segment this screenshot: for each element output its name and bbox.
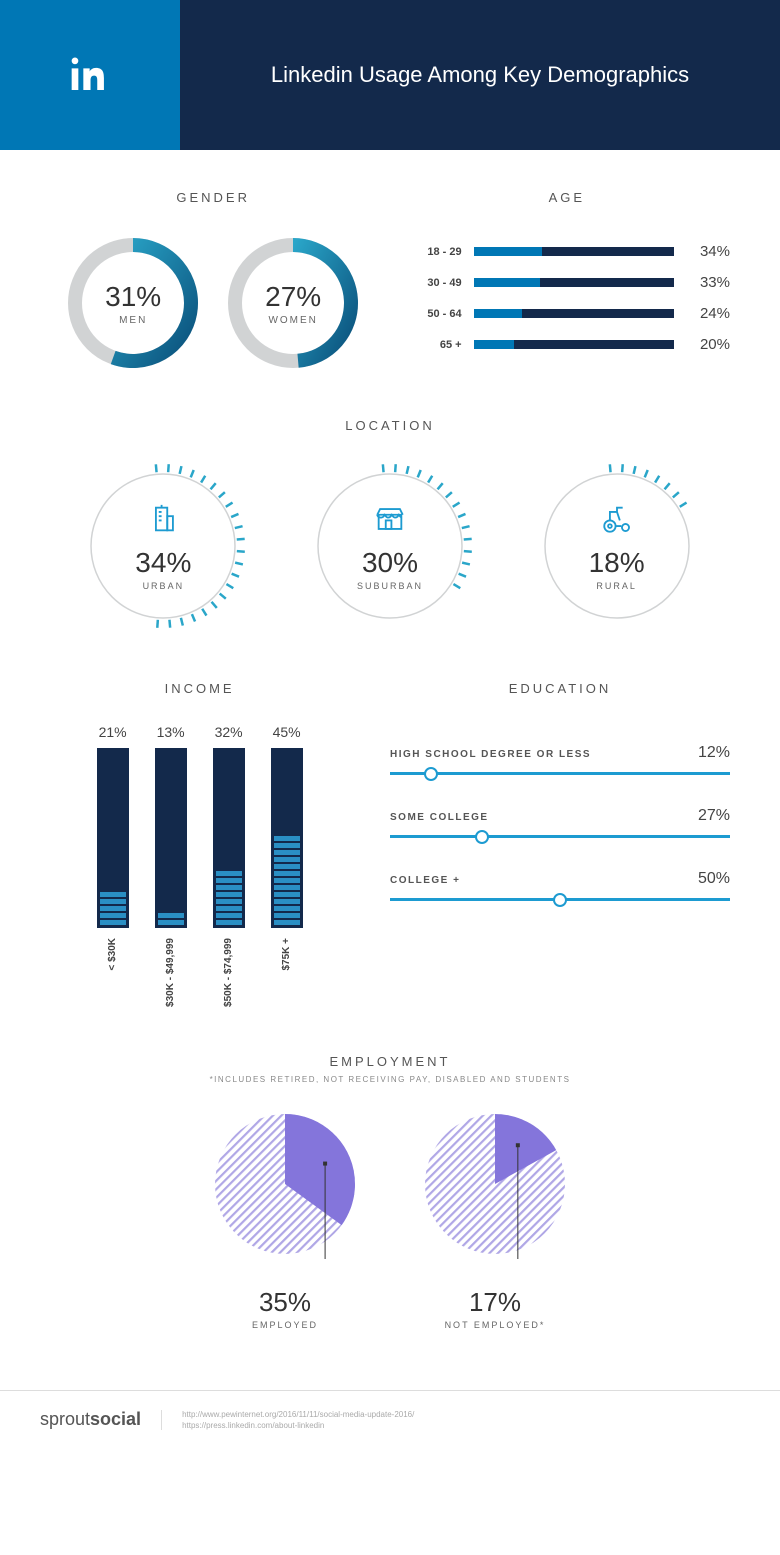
age-pct: 20% xyxy=(686,336,730,353)
employment-item: 35% EMPLOYED xyxy=(210,1109,360,1330)
income-bar: 13% $30K - $49,999 xyxy=(152,724,190,1007)
age-row: 30 - 49 33% xyxy=(404,274,730,291)
location-pct: 34% xyxy=(135,547,191,579)
education-title: EDUCATION xyxy=(390,681,730,696)
income-bar: 45% $75K + xyxy=(268,724,306,971)
footer: sproutsocial http://www.pewinternet.org/… xyxy=(0,1390,780,1448)
education-label: HIGH SCHOOL DEGREE OR LESS xyxy=(390,749,591,760)
gender-donut: 31% MEN xyxy=(63,233,203,373)
location-pct: 18% xyxy=(589,547,645,579)
gender-donut: 27% WOMEN xyxy=(223,233,363,373)
location-item: 34% URBAN xyxy=(78,461,248,631)
education-item: SOME COLLEGE 27% xyxy=(390,807,730,838)
age-bar xyxy=(474,278,674,287)
employment-title: EMPLOYMENT xyxy=(50,1054,730,1069)
header-logo-box xyxy=(0,0,180,150)
employment-subtitle: *INCLUDES RETIRED, NOT RECEIVING PAY, DI… xyxy=(50,1075,730,1084)
age-pct: 33% xyxy=(686,274,730,291)
gender-pct: 27% xyxy=(265,281,321,313)
age-title: AGE xyxy=(404,190,730,205)
employment-section: EMPLOYMENT *INCLUDES RETIRED, NOT RECEIV… xyxy=(50,1054,730,1330)
location-item: 30% SUBURBAN xyxy=(305,461,475,631)
location-label: URBAN xyxy=(143,581,185,591)
age-bar xyxy=(474,309,674,318)
brand-light: sprout xyxy=(40,1409,90,1429)
employment-label: NOT EMPLOYED* xyxy=(445,1320,546,1330)
education-item: COLLEGE + 50% xyxy=(390,870,730,901)
slider-handle-icon xyxy=(475,830,489,844)
age-bar xyxy=(474,247,674,256)
income-bar: 21% < $30K xyxy=(94,724,132,971)
age-label: 50 - 64 xyxy=(404,308,462,320)
location-title: LOCATION xyxy=(50,418,730,433)
location-pct: 30% xyxy=(362,547,418,579)
age-label: 18 - 29 xyxy=(404,246,462,258)
employment-label: EMPLOYED xyxy=(252,1320,318,1330)
tractor-icon xyxy=(600,502,634,541)
brand-bold: social xyxy=(90,1409,141,1429)
income-pct: 45% xyxy=(273,724,301,740)
income-title: INCOME xyxy=(50,681,349,696)
gender-label: MEN xyxy=(119,315,147,326)
age-bar xyxy=(474,340,674,349)
age-label: 30 - 49 xyxy=(404,277,462,289)
education-section: EDUCATION HIGH SCHOOL DEGREE OR LESS 12%… xyxy=(390,681,730,1004)
income-pct: 13% xyxy=(157,724,185,740)
education-label: COLLEGE + xyxy=(390,875,460,886)
income-section: INCOME 21% < $30K 13% $30K - $49,999 32% $… xyxy=(50,681,349,1004)
education-pct: 12% xyxy=(698,744,730,762)
education-label: SOME COLLEGE xyxy=(390,812,489,823)
content: GENDER 31% MEN 27% WOMEN AGE 18 - 29 34%… xyxy=(0,150,780,1390)
shop-icon xyxy=(373,502,407,541)
age-pct: 34% xyxy=(686,243,730,260)
gender-section: GENDER 31% MEN 27% WOMEN xyxy=(50,190,376,373)
slider-handle-icon xyxy=(424,767,438,781)
education-item: HIGH SCHOOL DEGREE OR LESS 12% xyxy=(390,744,730,775)
employment-pct: 17% xyxy=(469,1287,521,1318)
income-label: $30K - $49,999 xyxy=(165,938,176,1007)
age-label: 65 + xyxy=(404,339,462,351)
employment-pct: 35% xyxy=(259,1287,311,1318)
location-section: LOCATION 34% URBAN 30% SUBURBAN 18% RURA… xyxy=(50,418,730,631)
footer-brand: sproutsocial xyxy=(40,1409,141,1430)
gender-title: GENDER xyxy=(50,190,376,205)
income-label: $75K + xyxy=(281,938,292,971)
gender-label: WOMEN xyxy=(268,315,317,326)
age-section: AGE 18 - 29 34% 30 - 49 33% 50 - 64 24% 65 … xyxy=(404,190,730,373)
header: Linkedin Usage Among Key Demographics xyxy=(0,0,780,150)
building-icon xyxy=(146,502,180,541)
location-item: 18% RURAL xyxy=(532,461,702,631)
age-row: 50 - 64 24% xyxy=(404,305,730,322)
header-title: Linkedin Usage Among Key Demographics xyxy=(180,0,780,150)
age-row: 18 - 29 34% xyxy=(404,243,730,260)
income-label: $50K - $74,999 xyxy=(223,938,234,1007)
location-label: SUBURBAN xyxy=(357,581,423,591)
employment-item: 17% NOT EMPLOYED* xyxy=(420,1109,570,1330)
footer-links: http://www.pewinternet.org/2016/11/11/so… xyxy=(161,1410,414,1430)
linkedin-icon xyxy=(70,55,110,95)
income-label: < $30K xyxy=(107,938,118,971)
location-label: RURAL xyxy=(596,581,637,591)
income-bar: 32% $50K - $74,999 xyxy=(210,724,248,1007)
footer-link: http://www.pewinternet.org/2016/11/11/so… xyxy=(182,1410,414,1419)
footer-link: https://press.linkedin.com/about-linkedi… xyxy=(182,1421,414,1430)
slider-handle-icon xyxy=(553,893,567,907)
education-pct: 27% xyxy=(698,807,730,825)
income-pct: 21% xyxy=(99,724,127,740)
title-text: Linkedin Usage Among Key Demographics xyxy=(271,62,689,88)
income-pct: 32% xyxy=(215,724,243,740)
gender-pct: 31% xyxy=(105,281,161,313)
education-pct: 50% xyxy=(698,870,730,888)
age-pct: 24% xyxy=(686,305,730,322)
age-row: 65 + 20% xyxy=(404,336,730,353)
